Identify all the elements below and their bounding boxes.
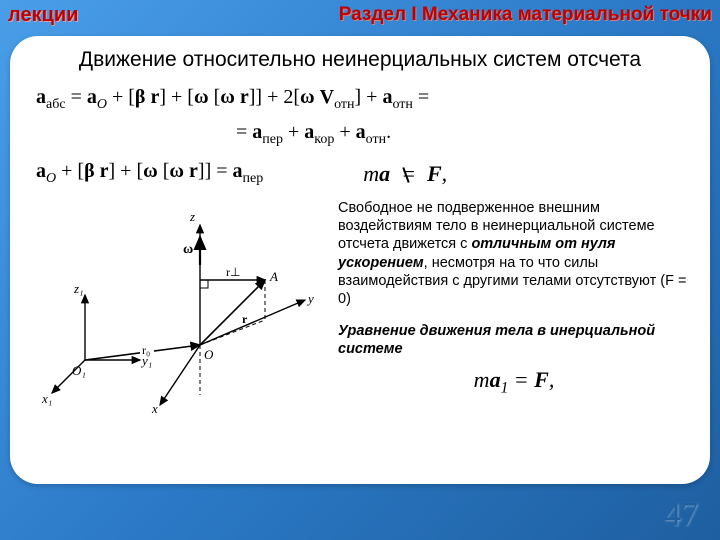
- not-equal-sign: =: [396, 161, 422, 187]
- label-A: A: [269, 269, 278, 284]
- label-y: y: [306, 291, 314, 306]
- equation-4: ma = F,: [363, 161, 447, 187]
- label-x: x: [151, 401, 158, 415]
- equation-5: ma1 = F,: [338, 366, 690, 398]
- equation-3: aO + [β r] + [ω [ω r]] = aпер: [36, 160, 263, 187]
- lectures-label: лекции: [8, 4, 78, 27]
- equation-1: aабс = aO + [β r] + [ω [ω r]] + 2[ω Vотн…: [36, 82, 690, 115]
- equation-2: = aпер + aкор + aотн.: [236, 117, 690, 150]
- eq4-lhs: ma: [363, 161, 390, 186]
- label-O1: O₁: [72, 363, 86, 378]
- paragraph-2: Уравнение движения тела в инерциальной с…: [338, 322, 690, 358]
- page-heading: Движение относительно неинерциальных сис…: [30, 48, 690, 72]
- label-z1: z₁: [73, 281, 84, 296]
- label-x1: x₁: [41, 391, 52, 406]
- page-number: 47: [664, 496, 698, 534]
- explanation-column: Свободное не подверженное внешним воздей…: [338, 195, 690, 415]
- label-O: O: [204, 347, 214, 362]
- paragraph-1: Свободное не подверженное внешним воздей…: [338, 199, 690, 308]
- label-omega: ω: [183, 242, 193, 257]
- label-rperp: r⊥: [226, 265, 240, 279]
- eq4-rhs: F,: [427, 161, 447, 186]
- label-z: z: [189, 209, 195, 224]
- reference-frames-diagram: z₁ y₁ x₁ O₁ z y x O r₀ A r r⊥: [30, 195, 320, 415]
- label-r0: r₀: [142, 343, 150, 357]
- section-title: Раздел I Механика материальной точки: [339, 4, 712, 26]
- label-r: r: [242, 312, 248, 326]
- content-panel: Движение относительно неинерциальных сис…: [10, 36, 710, 484]
